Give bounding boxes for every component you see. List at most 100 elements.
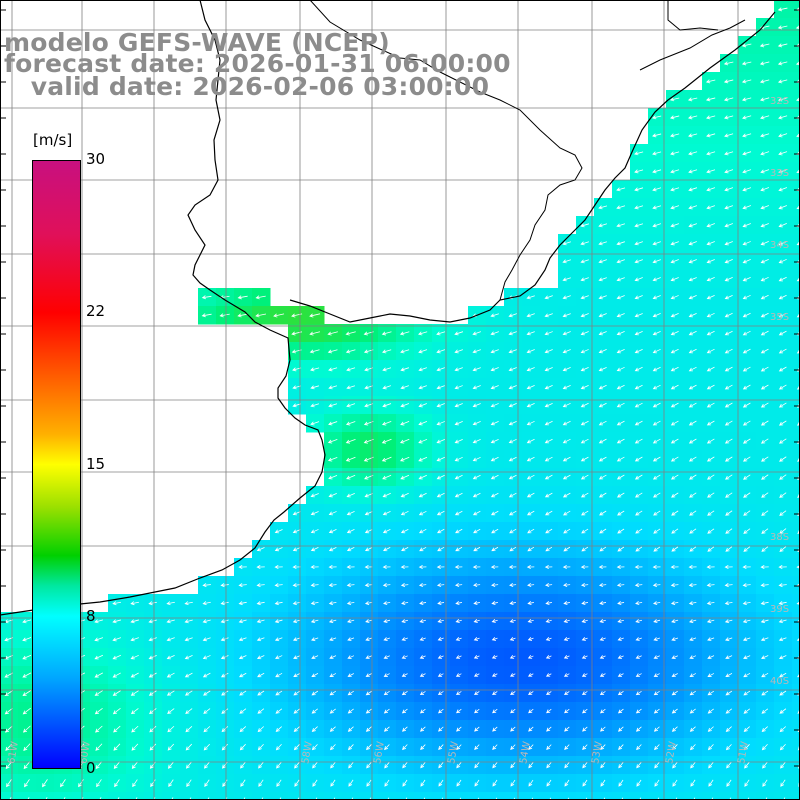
wind-arrow bbox=[599, 528, 607, 534]
wind-arrow bbox=[616, 295, 625, 300]
wind-arrow bbox=[240, 779, 246, 787]
wind-arrow bbox=[723, 61, 734, 66]
wind-arrow bbox=[563, 510, 571, 516]
wind-arrow bbox=[544, 313, 553, 318]
wind-arrow bbox=[777, 7, 788, 12]
wind-arrow bbox=[345, 421, 356, 426]
wind-arrow bbox=[418, 331, 428, 336]
wind-arrow bbox=[729, 797, 732, 800]
wind-arrow bbox=[527, 619, 534, 623]
wind-arrow bbox=[274, 564, 283, 570]
wind-arrow bbox=[706, 133, 716, 138]
wind-arrow bbox=[364, 601, 373, 606]
wind-arrow bbox=[420, 779, 426, 787]
wind-arrow bbox=[328, 619, 337, 624]
wind-arrow bbox=[563, 691, 570, 695]
wind-cell bbox=[54, 792, 73, 800]
wind-arrow bbox=[706, 259, 715, 264]
wind-arrow bbox=[310, 583, 319, 588]
wind-arrow bbox=[617, 619, 624, 623]
wind-arrow bbox=[724, 277, 733, 282]
wind-arrow bbox=[184, 619, 193, 624]
wind-arrow bbox=[130, 708, 139, 715]
wind-arrow bbox=[707, 492, 715, 498]
wind-arrow bbox=[670, 330, 679, 336]
wind-arrow bbox=[761, 510, 769, 516]
wind-arrow bbox=[491, 619, 498, 623]
wind-arrow bbox=[634, 348, 643, 354]
wind-arrow bbox=[778, 276, 787, 282]
wind-arrow bbox=[706, 151, 716, 156]
wind-arrow bbox=[671, 510, 679, 516]
wind-arrow bbox=[256, 583, 265, 588]
wind-arrow bbox=[383, 655, 390, 659]
wind-arrow bbox=[526, 403, 535, 408]
latitude-label: 32S bbox=[770, 96, 789, 107]
wind-arrow bbox=[616, 366, 625, 372]
wind-arrow bbox=[779, 708, 787, 714]
wind-arrow bbox=[275, 744, 282, 751]
wind-arrow bbox=[186, 779, 192, 788]
wind-arrow bbox=[437, 708, 444, 714]
wind-arrow bbox=[777, 79, 788, 84]
wind-arrow bbox=[508, 474, 517, 480]
wind-arrow bbox=[562, 492, 571, 498]
wind-arrow bbox=[112, 654, 121, 660]
wind-arrow bbox=[634, 420, 643, 426]
wind-arrow bbox=[635, 528, 643, 534]
wind-arrow bbox=[634, 331, 643, 336]
wind-arrow bbox=[203, 743, 210, 751]
wind-arrow bbox=[777, 61, 788, 66]
wind-arrow bbox=[652, 205, 662, 210]
wind-arrow bbox=[456, 744, 462, 751]
wind-arrow bbox=[778, 258, 787, 264]
wind-arrow bbox=[635, 510, 643, 516]
wind-arrow bbox=[328, 367, 338, 372]
wind-arrow bbox=[328, 601, 337, 606]
wind-arrow bbox=[706, 205, 716, 210]
wind-arrow bbox=[114, 779, 120, 788]
wind-arrow bbox=[309, 331, 321, 336]
wind-arrow bbox=[274, 529, 283, 534]
wind-arrow bbox=[94, 637, 104, 642]
wind-arrow bbox=[526, 474, 535, 480]
wind-arrow bbox=[311, 744, 318, 751]
wind-arrow bbox=[455, 673, 462, 677]
wind-arrow bbox=[454, 349, 463, 354]
wind-arrow bbox=[634, 151, 644, 156]
wind-arrow bbox=[708, 761, 714, 769]
wind-arrow bbox=[780, 779, 786, 787]
wind-arrow bbox=[436, 474, 445, 480]
wind-arrow bbox=[382, 349, 392, 354]
wind-arrow bbox=[438, 744, 444, 751]
wind-arrow bbox=[688, 456, 697, 462]
wind-arrow bbox=[653, 492, 661, 498]
wind-arrow bbox=[203, 726, 211, 733]
wind-arrow bbox=[760, 258, 769, 264]
wind-cell bbox=[792, 162, 800, 181]
wind-arrow bbox=[725, 690, 733, 696]
wind-arrow bbox=[383, 726, 390, 732]
wind-arrow bbox=[222, 779, 228, 787]
wind-arrow bbox=[221, 690, 229, 696]
wind-cell bbox=[486, 792, 505, 800]
wind-arrow bbox=[311, 708, 318, 714]
wind-arrow bbox=[239, 708, 247, 714]
wind-arrow bbox=[760, 223, 769, 228]
wind-arrow bbox=[797, 530, 800, 534]
wind-arrow bbox=[726, 761, 732, 769]
wind-arrow bbox=[526, 367, 535, 372]
wind-arrow bbox=[148, 619, 157, 624]
wind-arrow bbox=[760, 241, 769, 246]
wind-arrow bbox=[490, 492, 499, 498]
wind-arrow bbox=[652, 187, 662, 192]
wind-arrow bbox=[400, 474, 410, 480]
wind-arrow bbox=[544, 492, 553, 498]
wind-arrow bbox=[117, 797, 120, 800]
wind-arrow bbox=[437, 528, 445, 534]
wind-arrow bbox=[689, 637, 697, 642]
wind-arrow bbox=[544, 474, 553, 480]
wind-arrow bbox=[292, 619, 301, 624]
wind-arrow bbox=[130, 672, 139, 678]
wind-arrow bbox=[184, 690, 193, 696]
